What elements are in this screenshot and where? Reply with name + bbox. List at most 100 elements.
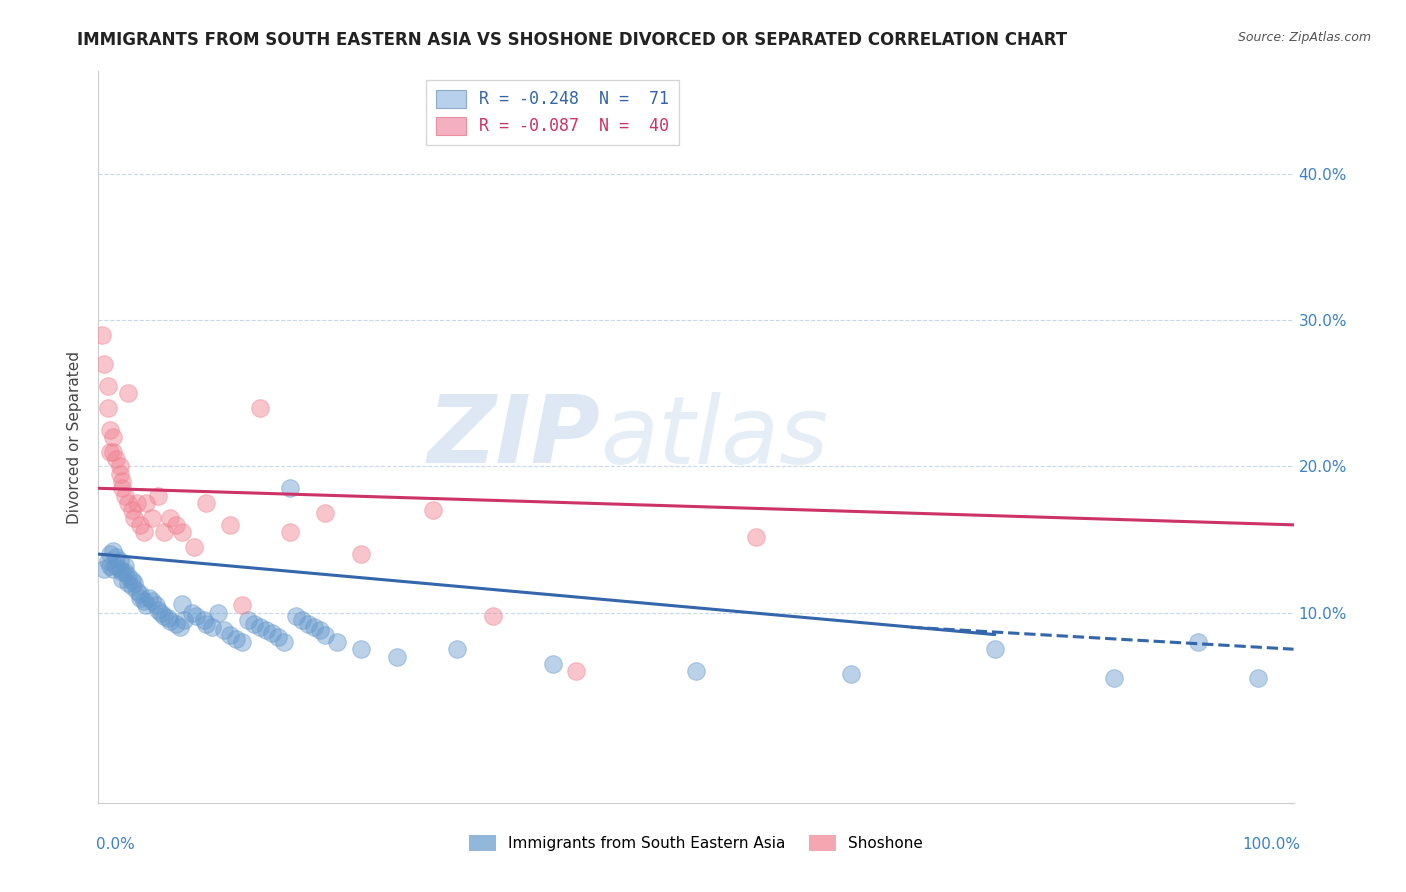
Point (132, 525, 155, 540)
Point (93, 357, 115, 371)
Point (153, 525, 176, 540)
Point (302, 620, 325, 634)
Point (315, 627, 337, 641)
Point (105, 558, 128, 573)
Point (315, 506, 337, 520)
Point (121, 574, 143, 588)
Point (129, 591, 152, 605)
Point (284, 608, 307, 623)
Point (236, 613, 259, 627)
Point (685, 664, 707, 678)
Point (129, 517, 152, 532)
Point (101, 444, 124, 458)
Point (111, 474, 134, 488)
Point (180, 606, 202, 620)
Point (125, 583, 148, 598)
Point (114, 565, 136, 579)
Point (541, 657, 564, 671)
Point (183, 540, 205, 554)
Point (172, 525, 194, 540)
Point (135, 599, 157, 613)
Point (111, 572, 134, 586)
Point (1247, 672, 1270, 686)
Text: ZIP: ZIP (427, 391, 600, 483)
Point (249, 620, 271, 634)
Text: 0.0%: 0.0% (96, 837, 135, 852)
Point (108, 459, 131, 474)
Y-axis label: Divorced or Separated: Divorced or Separated (67, 351, 83, 524)
Point (195, 617, 218, 632)
Point (105, 452, 128, 467)
Point (93, 562, 115, 576)
Text: Source: ZipAtlas.com: Source: ZipAtlas.com (1237, 31, 1371, 45)
Point (125, 496, 148, 510)
Point (149, 606, 172, 620)
Text: IMMIGRANTS FROM SOUTH EASTERN ASIA VS SHOSHONE DIVORCED OR SEPARATED CORRELATION: IMMIGRANTS FROM SOUTH EASTERN ASIA VS SH… (77, 31, 1067, 49)
Point (172, 597, 194, 611)
Point (141, 510, 163, 524)
Point (165, 617, 187, 632)
Point (385, 649, 409, 664)
Point (108, 562, 131, 576)
Point (278, 525, 301, 540)
Point (148, 603, 170, 617)
Point (117, 569, 139, 583)
Point (219, 517, 242, 532)
Point (1187, 635, 1209, 649)
Point (138, 591, 160, 605)
Point (482, 608, 505, 623)
Point (98, 558, 122, 573)
Point (121, 503, 143, 517)
Point (173, 613, 195, 627)
Point (114, 558, 136, 573)
Point (124, 510, 146, 524)
Point (111, 565, 134, 579)
Legend: R = -0.248  N =  71, R = -0.087  N =  40: R = -0.248 N = 71, R = -0.087 N = 40 (426, 79, 679, 145)
Point (141, 594, 163, 608)
Point (98, 423, 122, 437)
Point (101, 544, 124, 558)
Point (117, 386, 139, 401)
Point (446, 642, 468, 657)
Point (1104, 672, 1126, 686)
Point (267, 631, 290, 645)
Point (117, 576, 139, 591)
Point (97, 379, 120, 393)
Point (278, 481, 301, 495)
Text: atlas: atlas (600, 392, 828, 483)
Point (117, 496, 139, 510)
Point (105, 549, 128, 564)
Point (984, 642, 1007, 657)
Point (212, 623, 235, 637)
Point (326, 635, 349, 649)
Point (129, 586, 152, 600)
Point (135, 496, 157, 510)
Point (565, 664, 588, 678)
Point (153, 608, 176, 623)
Point (148, 489, 170, 503)
Point (97, 401, 120, 415)
Point (308, 623, 330, 637)
Point (207, 606, 229, 620)
Point (101, 430, 124, 444)
Point (124, 576, 146, 591)
Point (841, 667, 863, 681)
Point (97, 554, 120, 568)
Point (745, 530, 768, 544)
Point (231, 599, 253, 613)
Point (291, 613, 314, 627)
Point (121, 579, 143, 593)
Point (98, 547, 122, 561)
Point (231, 635, 253, 649)
Point (193, 613, 215, 627)
Point (165, 517, 187, 532)
Point (273, 635, 295, 649)
Text: 100.0%: 100.0% (1243, 837, 1301, 852)
Point (91, 327, 114, 342)
Point (111, 481, 134, 495)
Point (132, 594, 155, 608)
Point (249, 401, 271, 415)
Point (159, 510, 181, 524)
Point (350, 547, 373, 561)
Point (108, 554, 131, 568)
